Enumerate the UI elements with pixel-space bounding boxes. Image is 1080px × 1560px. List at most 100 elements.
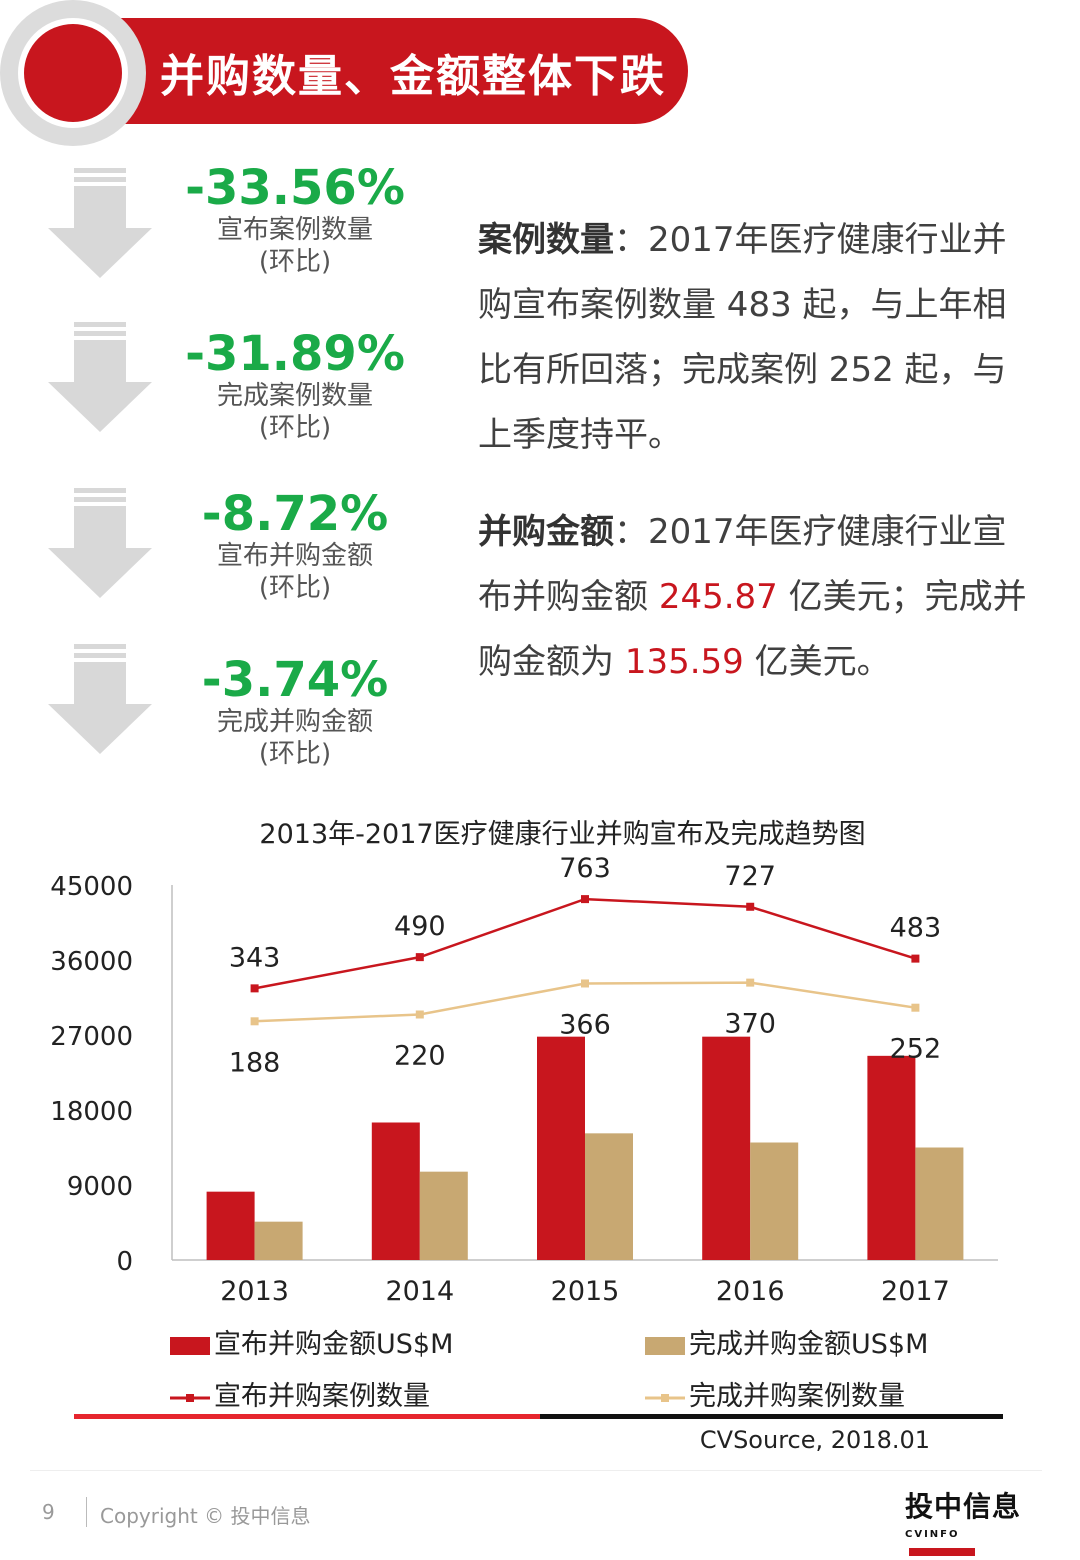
completed-amount-value: 135.59: [624, 642, 744, 682]
bar-announced-amount: [537, 1036, 585, 1260]
bar-completed-amount: [750, 1142, 799, 1260]
legend-label: 宣布并购案例数量: [214, 1381, 430, 1412]
down-arrow-icon: [48, 322, 152, 432]
stat-sublabel: (环比): [258, 247, 332, 277]
completed-cases-point: [911, 1003, 920, 1012]
x-tick-label: 2015: [551, 1276, 620, 1307]
stat-percent: -33.56%: [185, 160, 405, 216]
bar-completed-amount: [915, 1147, 964, 1260]
announced-cases-line: [254, 897, 916, 990]
announced-cases-point: [415, 953, 424, 962]
legend-announced-amount: 宣布并购金额US$M: [170, 1322, 453, 1361]
x-tick-label: 2014: [385, 1276, 454, 1307]
x-tick-label: 2017: [881, 1276, 950, 1307]
stat-announced-amount: -8.72% 宣布并购金额 (环比): [180, 488, 410, 604]
legend-swatch: [170, 1336, 210, 1355]
chart-title: 2013年-2017医疗健康行业并购宣布及完成趋势图: [259, 819, 866, 850]
completed-cases-data-label: 252: [890, 1034, 942, 1065]
amount-keyword: 并购金额: [478, 512, 614, 552]
completed-cases-data-label: 366: [559, 1009, 611, 1040]
logo-bar: [909, 1547, 975, 1556]
cases-text: 2017年医疗健康行业并购宣布案例数量 483 起，与上年相比有所回落；完成案例…: [478, 220, 1007, 455]
announced-cases-point: [581, 895, 589, 904]
legend-label: 完成并购案例数量: [689, 1381, 905, 1412]
stat-label: 完成并购金额: [216, 707, 373, 737]
copyright-text: Copyright © 投中信息: [100, 1504, 311, 1528]
legend-label: 宣布并购金额US$M: [214, 1329, 454, 1360]
stat-sublabel: (环比): [258, 739, 332, 769]
stat-announced-cases: -33.56% 宣布案例数量 (环比): [180, 162, 410, 278]
x-tick-label: 2016: [716, 1276, 785, 1307]
stat-completed-amount: -3.74% 完成并购金额 (环比): [180, 654, 410, 770]
announced-cases-data-label: 490: [394, 911, 446, 942]
announced-cases-point: [911, 954, 920, 963]
announced-cases-data-label: 727: [724, 861, 776, 892]
cases-keyword: 案例数量: [478, 220, 614, 260]
y-tick-label: 27000: [50, 1022, 133, 1052]
bar-announced-amount: [371, 1122, 420, 1260]
cases-sep: ：: [614, 220, 648, 260]
header-banner: [120, 18, 688, 124]
stat-sublabel: (环比): [258, 413, 332, 443]
bar-completed-amount: [585, 1133, 633, 1260]
completed-cases-point: [250, 1017, 259, 1026]
legend-completed-amount: 完成并购金额US$M: [645, 1322, 928, 1361]
down-arrow-icon: [48, 644, 152, 754]
stat-percent: -31.89%: [185, 326, 405, 382]
completed-cases-data-label: 188: [229, 1047, 281, 1078]
announced-amount-value: 245.87: [658, 577, 778, 617]
y-tick-label: 0: [116, 1247, 133, 1277]
y-tick-label: 45000: [50, 872, 133, 902]
stat-percent: -3.74%: [201, 652, 389, 708]
header-circle-icon: [0, 0, 146, 146]
stat-label: 完成案例数量: [216, 381, 373, 411]
announced-cases-data-label: 483: [890, 913, 942, 944]
bar-announced-amount: [702, 1036, 751, 1260]
brand-logo: 投中信息 CVINFO: [905, 1492, 1025, 1560]
stat-percent: -8.72%: [201, 486, 389, 542]
completed-cases-point: [581, 979, 589, 988]
announced-cases-point: [250, 984, 259, 993]
amount-text-1: 2017年医疗健康行业宣布并购金额: [478, 512, 1007, 617]
bar-announced-amount: [867, 1055, 916, 1260]
amount-text-2: 亿美元；完成并购金额为: [478, 577, 1027, 682]
y-tick-label: 18000: [50, 1097, 133, 1127]
footer-divider: [30, 1470, 1042, 1471]
completed-cases-point: [415, 1010, 424, 1019]
amount-sep: ：: [614, 512, 648, 552]
page-title: 并购数量、金额整体下跌: [160, 51, 666, 102]
legend-swatch: [645, 1336, 685, 1355]
down-arrow-icon: [48, 488, 152, 598]
legend-line-swatch: [645, 1393, 685, 1402]
announced-cases-data-label: 763: [559, 853, 611, 884]
legend-announced-cases: 宣布并购案例数量: [170, 1374, 430, 1413]
divider-black: [540, 1414, 1003, 1419]
stat-completed-cases: -31.89% 完成案例数量 (环比): [180, 328, 410, 444]
trend-chart: 45000 36000 27000 18000 9000 0 2013 2014 2015 201…: [50, 853, 998, 1307]
bar-completed-amount: [419, 1171, 468, 1260]
down-arrow-icon: [48, 168, 152, 278]
divider-red: [74, 1414, 540, 1419]
legend-completed-cases: 完成并购案例数量: [645, 1374, 905, 1413]
completed-cases-data-label: 370: [724, 1009, 776, 1040]
amount-paragraph: 并购金额：2017年医疗健康行业宣布并购金额 245.87 亿美元；完成并购金额…: [478, 500, 1038, 695]
logo-subtext: CVINFO: [905, 1529, 960, 1540]
legend-label: 完成并购金额US$M: [689, 1329, 929, 1360]
announced-cases-point: [746, 902, 755, 911]
y-tick-label: 36000: [50, 947, 133, 977]
footer-separator: [86, 1497, 87, 1527]
completed-cases-data-label: 220: [394, 1041, 446, 1072]
amount-text-3: 亿美元。: [743, 642, 891, 682]
stat-sublabel: (环比): [258, 573, 332, 603]
logo-text: 投中信息: [905, 1490, 1022, 1523]
bar-completed-amount: [254, 1221, 303, 1260]
completed-cases-point: [746, 978, 755, 987]
page-number: 9: [42, 1500, 55, 1524]
announced-cases-data-label: 343: [229, 942, 281, 973]
cases-paragraph: 案例数量：2017年医疗健康行业并购宣布案例数量 483 起，与上年相比有所回落…: [478, 208, 1038, 468]
y-tick-label: 9000: [67, 1172, 133, 1202]
stat-label: 宣布案例数量: [216, 215, 373, 245]
stat-label: 宣布并购金额: [216, 541, 373, 571]
legend-line-swatch: [170, 1393, 210, 1402]
bar-announced-amount: [206, 1191, 255, 1260]
